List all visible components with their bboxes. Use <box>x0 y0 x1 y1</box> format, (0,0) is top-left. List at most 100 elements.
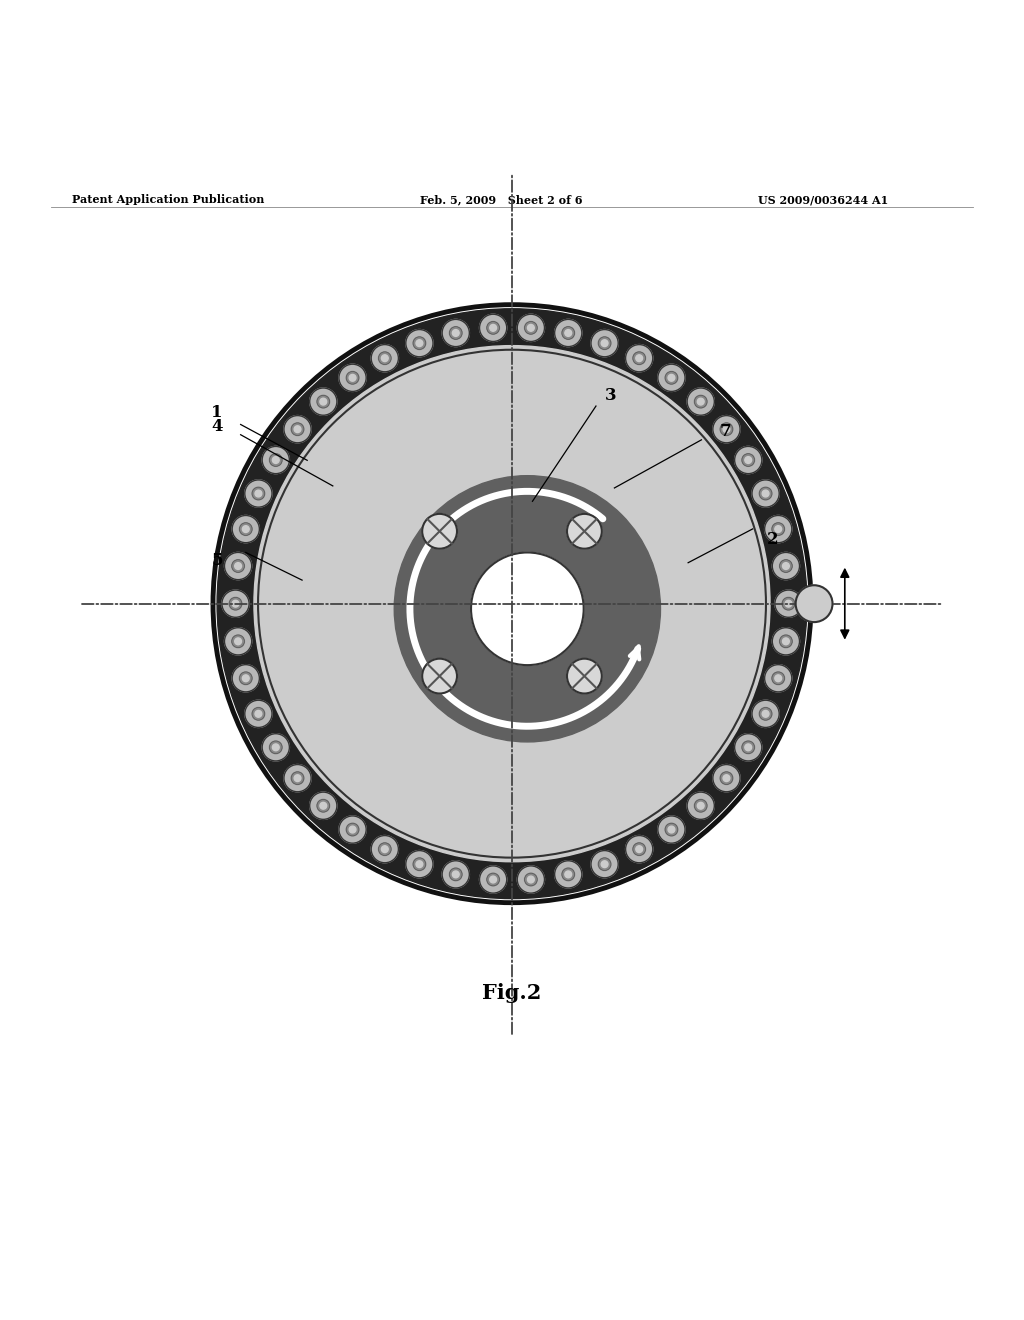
Circle shape <box>567 659 602 693</box>
Circle shape <box>772 672 784 685</box>
Circle shape <box>601 339 608 347</box>
Wedge shape <box>758 593 775 615</box>
Circle shape <box>349 375 356 381</box>
Circle shape <box>262 734 290 760</box>
Circle shape <box>694 800 707 812</box>
Wedge shape <box>325 776 352 804</box>
Wedge shape <box>351 799 379 825</box>
Wedge shape <box>695 429 723 457</box>
Wedge shape <box>733 488 758 516</box>
Circle shape <box>422 513 457 549</box>
Circle shape <box>234 562 242 569</box>
Circle shape <box>668 375 675 381</box>
Circle shape <box>379 843 391 855</box>
Circle shape <box>379 352 391 364</box>
Circle shape <box>668 826 675 833</box>
Circle shape <box>450 326 462 339</box>
Circle shape <box>371 836 398 863</box>
Circle shape <box>772 628 800 655</box>
Wedge shape <box>325 404 352 432</box>
Circle shape <box>381 355 388 362</box>
Wedge shape <box>615 364 643 391</box>
Circle shape <box>633 352 645 364</box>
Circle shape <box>317 395 330 408</box>
Wedge shape <box>482 847 506 867</box>
Circle shape <box>723 775 730 781</box>
Circle shape <box>261 352 763 854</box>
Wedge shape <box>256 660 279 685</box>
Circle shape <box>759 708 772 721</box>
Circle shape <box>666 824 678 836</box>
Circle shape <box>775 675 781 681</box>
Circle shape <box>486 322 500 334</box>
Circle shape <box>231 635 245 648</box>
Text: 1: 1 <box>211 404 223 421</box>
Circle shape <box>666 371 678 384</box>
Circle shape <box>772 523 784 536</box>
Wedge shape <box>716 722 742 750</box>
Polygon shape <box>279 379 473 829</box>
Circle shape <box>626 836 653 863</box>
Circle shape <box>762 490 769 496</box>
Wedge shape <box>716 457 742 486</box>
Circle shape <box>252 708 265 721</box>
Circle shape <box>657 364 685 392</box>
Wedge shape <box>615 817 643 842</box>
Circle shape <box>224 552 252 579</box>
Wedge shape <box>754 627 774 651</box>
Circle shape <box>744 744 752 751</box>
Circle shape <box>222 590 249 618</box>
Circle shape <box>232 601 239 607</box>
Circle shape <box>269 741 282 754</box>
Wedge shape <box>282 722 308 750</box>
Wedge shape <box>745 521 768 548</box>
Circle shape <box>752 480 779 507</box>
Circle shape <box>765 665 792 692</box>
Circle shape <box>762 710 769 717</box>
Circle shape <box>633 843 645 855</box>
Circle shape <box>742 741 755 754</box>
Wedge shape <box>250 627 270 651</box>
Circle shape <box>742 454 755 466</box>
Circle shape <box>232 516 259 543</box>
Circle shape <box>254 346 770 862</box>
Wedge shape <box>447 345 472 366</box>
Wedge shape <box>256 521 279 548</box>
Circle shape <box>782 638 790 644</box>
Circle shape <box>229 598 242 610</box>
Circle shape <box>479 314 507 342</box>
Circle shape <box>759 487 772 500</box>
Wedge shape <box>413 832 440 855</box>
Circle shape <box>224 628 252 655</box>
Circle shape <box>775 525 781 532</box>
Wedge shape <box>754 557 774 581</box>
Wedge shape <box>518 341 542 359</box>
Circle shape <box>453 330 459 337</box>
Circle shape <box>517 866 545 894</box>
Circle shape <box>413 858 426 870</box>
Circle shape <box>765 516 792 543</box>
Circle shape <box>453 871 459 878</box>
Circle shape <box>291 422 304 436</box>
Circle shape <box>565 330 571 337</box>
Circle shape <box>243 675 249 681</box>
Circle shape <box>694 395 707 408</box>
Circle shape <box>294 426 301 433</box>
Circle shape <box>562 869 574 880</box>
Circle shape <box>381 846 388 853</box>
Wedge shape <box>672 776 699 804</box>
Wedge shape <box>381 364 409 391</box>
Circle shape <box>232 665 259 692</box>
Circle shape <box>489 325 497 331</box>
Wedge shape <box>745 660 768 685</box>
Circle shape <box>349 826 356 833</box>
Circle shape <box>527 876 535 883</box>
Circle shape <box>555 319 582 347</box>
Circle shape <box>442 319 469 347</box>
Circle shape <box>269 454 282 466</box>
Circle shape <box>234 638 242 644</box>
Wedge shape <box>584 352 611 376</box>
Circle shape <box>697 803 705 809</box>
Circle shape <box>562 326 574 339</box>
Circle shape <box>775 590 802 618</box>
